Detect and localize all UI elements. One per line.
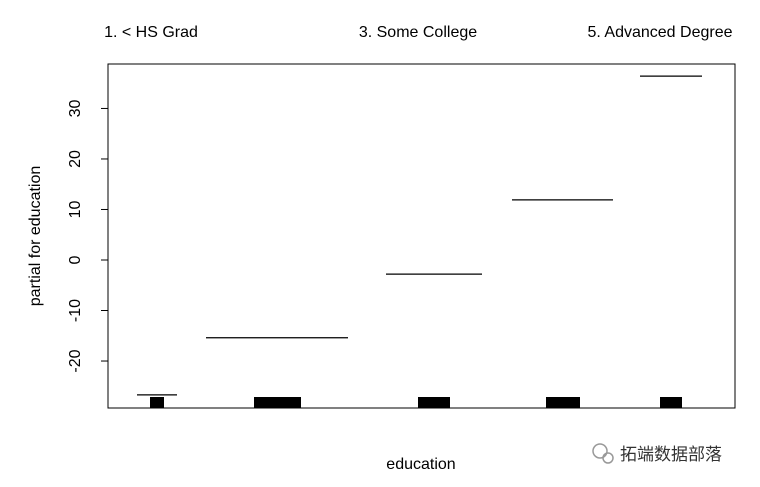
- rug-mark: [546, 397, 580, 408]
- y-tick-label: -10: [67, 299, 84, 322]
- category-label: 5. Advanced Degree: [588, 24, 733, 41]
- rug-mark: [418, 397, 450, 408]
- rug-mark: [660, 397, 682, 408]
- y-tick-label: 20: [67, 150, 84, 168]
- y-tick-label: -20: [67, 349, 84, 372]
- watermark: 拓端数据部落: [620, 445, 722, 464]
- rug: [150, 397, 682, 408]
- plot-frame: [107, 63, 736, 409]
- rug-mark: [150, 397, 164, 408]
- y-tick-label: 10: [67, 200, 84, 218]
- watermark-icon: [592, 443, 614, 464]
- y-axis-label: partial for education: [27, 166, 44, 307]
- category-label: 3. Some College: [359, 24, 477, 41]
- category-label: 1. < HS Grad: [104, 24, 198, 41]
- y-tick-label: 0: [67, 255, 84, 264]
- y-tick-label: 30: [67, 99, 84, 117]
- rug-mark: [254, 397, 301, 408]
- x-axis-label: education: [386, 456, 455, 473]
